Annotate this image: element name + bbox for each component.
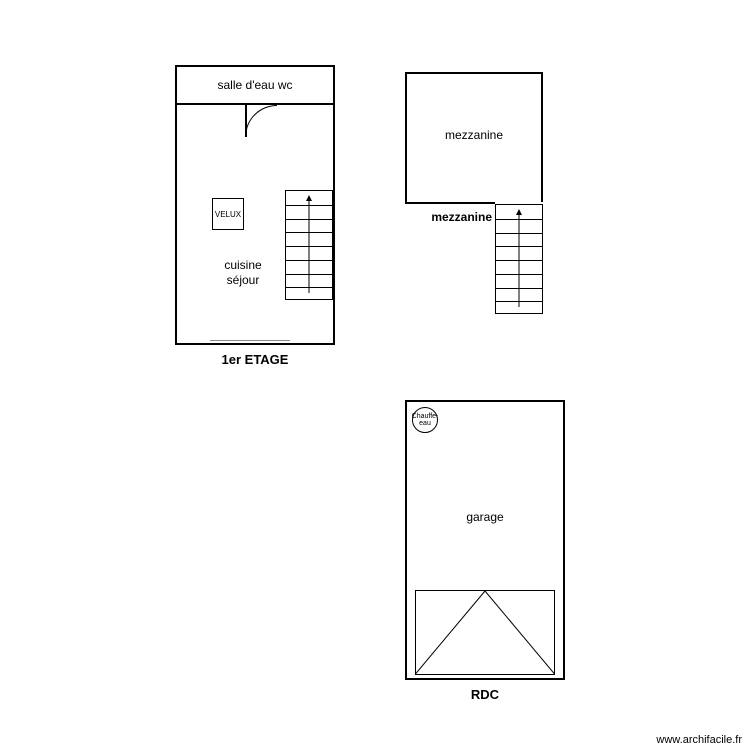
watermark: www.archifacile.fr — [656, 734, 742, 746]
mezz-stairs — [495, 204, 543, 314]
velux-label: VELUX — [215, 210, 241, 219]
etage1-main-label: cuisine séjour — [198, 258, 288, 288]
rdc-title: RDC — [405, 687, 565, 703]
etage1-stairs — [285, 190, 333, 300]
mezz-bottom-left — [405, 202, 495, 204]
etage1-window — [210, 340, 290, 341]
velux-icon: VELUX — [212, 198, 244, 230]
etage1-title: 1er ETAGE — [175, 352, 335, 368]
mezz-room-label: mezzanine — [405, 128, 543, 143]
chauffe-eau-label: Chauffe- eau — [412, 413, 439, 428]
rdc-garage-label: garage — [405, 510, 565, 525]
garage-door-icon — [415, 590, 555, 675]
etage1-bath-wall — [177, 103, 333, 105]
etage1-bath-label: salle d'eau wc — [175, 78, 335, 93]
floorplan-canvas: salle d'eau wc VELUX cuisine séjour 1er … — [0, 0, 750, 750]
chauffe-eau-icon: Chauffe- eau — [412, 407, 438, 433]
mezz-title: mezzanine — [410, 210, 492, 225]
